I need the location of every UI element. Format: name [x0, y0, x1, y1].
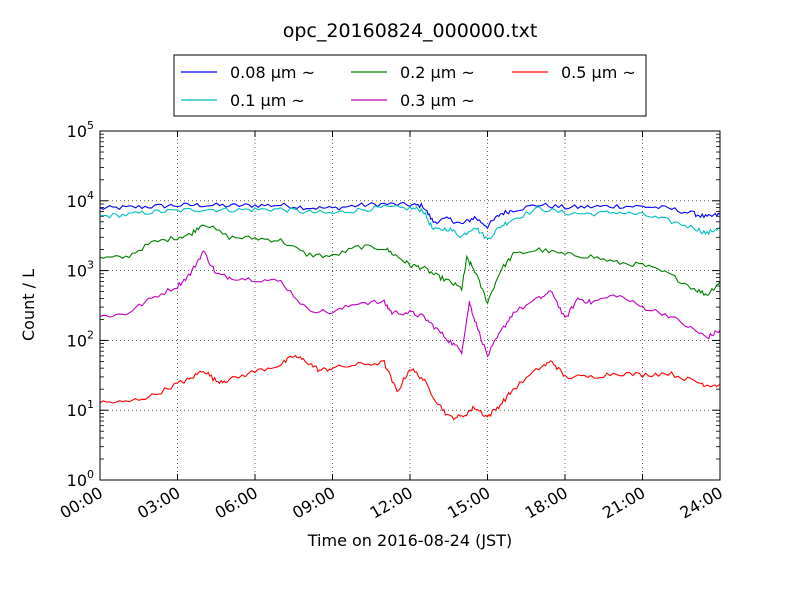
y-axis-label: Count / L: [19, 269, 38, 341]
legend-box: [173, 54, 647, 117]
series-line-3: [99, 250, 721, 358]
legend-label-2: 0.2 μm ~: [400, 63, 475, 82]
y-tick-label: 104: [67, 189, 94, 211]
series-line-2: [99, 224, 721, 305]
y-tick-label: 100: [67, 468, 94, 490]
y-tick-label: 105: [67, 119, 94, 141]
y-tick-label: 101: [67, 398, 94, 420]
legend-label-1: 0.1 μm ~: [230, 91, 305, 110]
legend-label-4: 0.5 μm ~: [561, 63, 636, 82]
plot-background: [100, 131, 720, 480]
y-tick-label: 102: [67, 328, 94, 350]
x-axis-label: Time on 2016-08-24 (JST): [307, 531, 512, 550]
series-line-4: [99, 354, 720, 421]
series-line-0: [99, 201, 721, 230]
plot-area: 00:00 03:00 06:00 09:00 12:00 15:00 18:00 21:00…: [57, 119, 726, 523]
legend-label-3: 0.3 μm ~: [400, 91, 475, 110]
chart-title: opc_20160824_000000.txt: [283, 20, 538, 42]
y-tick-label: 103: [67, 259, 94, 281]
series-line-1: [99, 204, 721, 240]
legend: 0.08 μm ~ 0.1 μm ~ 0.2 μm ~ 0.3 μm ~ 0.5 μm …: [173, 54, 647, 117]
legend-label-0: 0.08 μm ~: [230, 63, 315, 82]
plot-frame: [99, 130, 721, 481]
